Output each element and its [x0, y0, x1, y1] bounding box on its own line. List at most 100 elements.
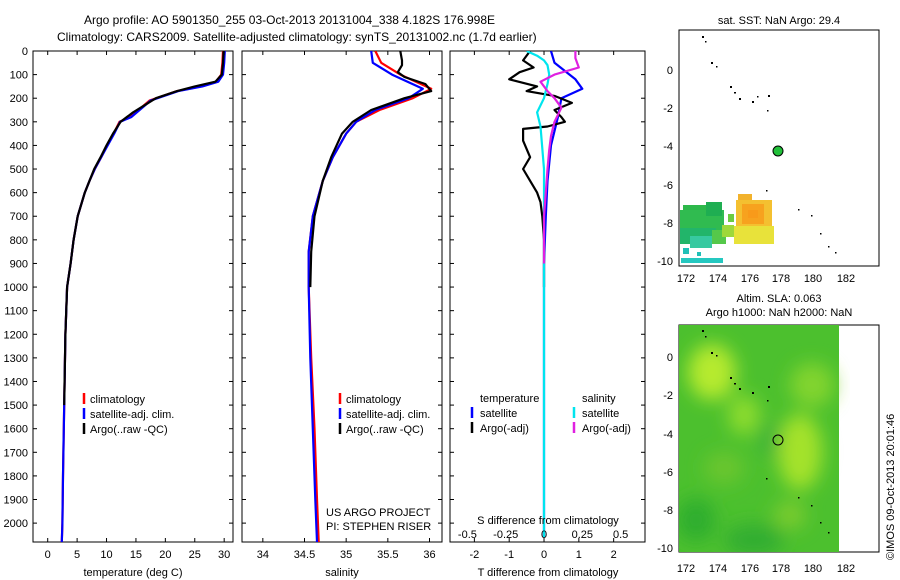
difference-xtick-label: -1: [504, 549, 514, 561]
legend-label-satellite: satellite-adj. clim.: [90, 409, 174, 421]
depth-tick-label: 300: [10, 117, 28, 129]
temperature-xtick-label: 5: [74, 549, 80, 561]
depth-tick-label: 700: [10, 211, 28, 223]
salinity-series-2: [309, 51, 433, 288]
difference-xtick-label: 1: [576, 549, 582, 561]
salinity-series-layer: [307, 51, 433, 542]
temperature-xtick-label: 30: [218, 549, 230, 561]
legend-label-argo: Argo(..raw -QC): [346, 424, 424, 436]
sst-ytick: 0: [667, 65, 673, 77]
difference-stick-label: 0.25: [572, 529, 593, 541]
sla-xtick: 172: [677, 563, 695, 575]
difference-legend: temperature salinity satellite Argo(-adj…: [470, 393, 631, 435]
sst-xtick: 182: [837, 273, 855, 285]
imos-timestamp: ©IMOS 09-Oct-2013 20:01:46: [885, 414, 897, 560]
sla-xtick: 174: [709, 563, 727, 575]
sla-xtick: 176: [741, 563, 759, 575]
sst-field: [680, 194, 774, 263]
salinity-xtick-label: 36: [423, 549, 435, 561]
sst-map-title: sat. SST: NaN Argo: 29.4: [718, 15, 840, 27]
temperature-xlabel: temperature (deg C): [83, 567, 182, 579]
depth-tick-label: 1500: [4, 400, 28, 412]
sla-map-title-line2: Argo h1000: NaN h2000: NaN: [706, 307, 853, 319]
salinity-xlabel: salinity: [325, 567, 359, 579]
sla-xtick: 182: [837, 563, 855, 575]
legend-label-argo-s: Argo(-adj): [582, 423, 631, 435]
legend-title-temperature: temperature: [480, 393, 539, 405]
depth-tick-label: 200: [10, 93, 28, 105]
depth-tick-label: 1900: [4, 495, 28, 507]
sla-field: [679, 325, 839, 552]
header-title-line2: Climatology: CARS2009. Satellite-adjuste…: [57, 30, 537, 44]
depth-tick-label: 2000: [4, 518, 28, 530]
argo-float-marker: [772, 145, 784, 157]
legend-title-salinity: salinity: [582, 393, 616, 405]
depth-tick-label: 1100: [4, 306, 28, 318]
difference-stick-label: -0.25: [493, 529, 518, 541]
difference-stick-label: -0.5: [458, 529, 477, 541]
depth-tick-label: 1200: [4, 329, 28, 341]
salinity-series-1: [307, 51, 424, 542]
depth-tick-label: 0: [22, 46, 28, 58]
sst-islands: [702, 36, 837, 254]
temperature-xtick-label: 15: [130, 549, 142, 561]
sst-xtick: 180: [804, 273, 822, 285]
axes-layer: 0100200300400500600700800900100011001200…: [4, 46, 645, 561]
difference-xlabel-top: S difference from climatology: [477, 515, 619, 527]
sla-map-axes: 172 174 176 178 180 182 0 -2 -4 -6 -8 -1…: [657, 352, 855, 575]
sla-islands: [702, 330, 830, 534]
sst-ytick: -6: [663, 180, 673, 192]
salinity-plot-frame: [241, 50, 443, 543]
difference-xlabel: T difference from climatology: [478, 567, 619, 579]
difference-series-layer: [508, 51, 584, 538]
legend-label-climatology: climatology: [346, 394, 402, 406]
sst-xtick: 176: [741, 273, 759, 285]
depth-tick-label: 1600: [4, 424, 28, 436]
sst-xtick: 174: [709, 273, 727, 285]
project-annotation-line2: PI: STEPHEN RISER: [326, 521, 431, 533]
temperature-xtick-label: 10: [100, 549, 112, 561]
difference-stick-label: 0: [541, 529, 547, 541]
argo-float-marker-sla: [772, 434, 784, 446]
difference-xtick-label: 0: [541, 549, 547, 561]
sst-ytick: -10: [657, 256, 673, 268]
salinity-xtick-label: 34.5: [294, 549, 315, 561]
legend-label-climatology: climatology: [90, 394, 146, 406]
temperature-xtick-label: 25: [189, 549, 201, 561]
temperature-xtick-label: 0: [45, 549, 51, 561]
legend-label-argo-t: Argo(-adj): [480, 423, 529, 435]
salinity-legend: climatology satellite-adj. clim. Argo(..…: [338, 393, 430, 436]
depth-tick-label: 500: [10, 164, 28, 176]
depth-tick-label: 1800: [4, 471, 28, 483]
sla-ytick: -6: [663, 467, 673, 479]
difference-xtick-label: -2: [469, 549, 479, 561]
sst-xtick: 178: [772, 273, 790, 285]
sla-ytick: 0: [667, 352, 673, 364]
depth-tick-label: 400: [10, 140, 28, 152]
legend-label-satellite-t: satellite: [480, 408, 517, 420]
sla-ytick: -2: [663, 390, 673, 402]
sst-ytick: -4: [663, 141, 673, 153]
sla-ytick: -8: [663, 505, 673, 517]
temperature-legend: climatology satellite-adj. clim. Argo(..…: [82, 393, 174, 436]
depth-tick-label: 1400: [4, 376, 28, 388]
sla-map-title-line1: Altim. SLA: 0.063: [737, 293, 822, 305]
temperature-series-2: [63, 51, 225, 406]
sla-xtick: 178: [772, 563, 790, 575]
difference-series-1: [508, 51, 574, 288]
depth-tick-label: 800: [10, 235, 28, 247]
depth-tick-label: 600: [10, 188, 28, 200]
salinity-xtick-label: 34: [257, 549, 269, 561]
depth-tick-label: 1300: [4, 353, 28, 365]
sla-ytick: -10: [657, 543, 673, 555]
salinity-xtick-label: 35.5: [377, 549, 398, 561]
difference-xtick-label: 2: [611, 549, 617, 561]
temperature-xtick-label: 20: [159, 549, 171, 561]
sst-map-axes: 172 174 176 178 180 182 182 0 -2 -4 -6 -…: [657, 65, 855, 285]
sla-ytick: -4: [663, 429, 673, 441]
legend-label-satellite-s: satellite: [582, 408, 619, 420]
legend-label-argo: Argo(..raw -QC): [90, 424, 168, 436]
header-title-line1: Argo profile: AO 5901350_255 03-Oct-2013…: [84, 13, 495, 27]
depth-tick-label: 100: [10, 70, 28, 82]
